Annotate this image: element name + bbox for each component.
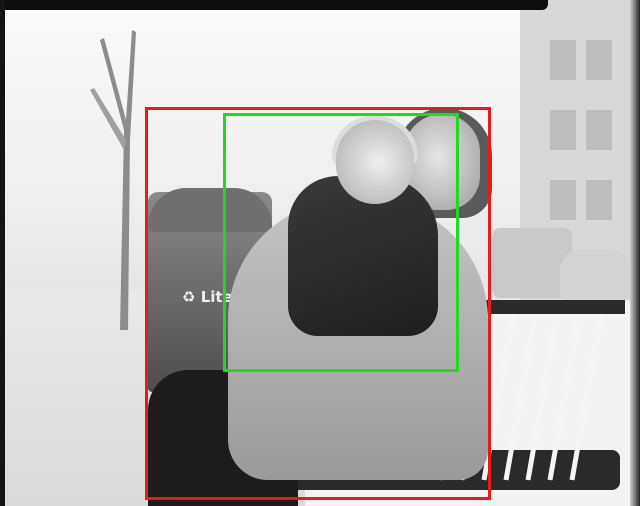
parked-car bbox=[492, 228, 572, 298]
child-jacket bbox=[288, 176, 438, 336]
trash-can-lid bbox=[148, 188, 272, 232]
film-border-left bbox=[0, 0, 5, 506]
parked-car-2 bbox=[560, 250, 630, 300]
film-border-right bbox=[630, 0, 640, 506]
building-right bbox=[520, 0, 630, 300]
film-border-top bbox=[0, 0, 548, 10]
recycle-icon: ♻ bbox=[182, 288, 196, 306]
child-face bbox=[336, 120, 414, 204]
tree bbox=[90, 30, 136, 330]
